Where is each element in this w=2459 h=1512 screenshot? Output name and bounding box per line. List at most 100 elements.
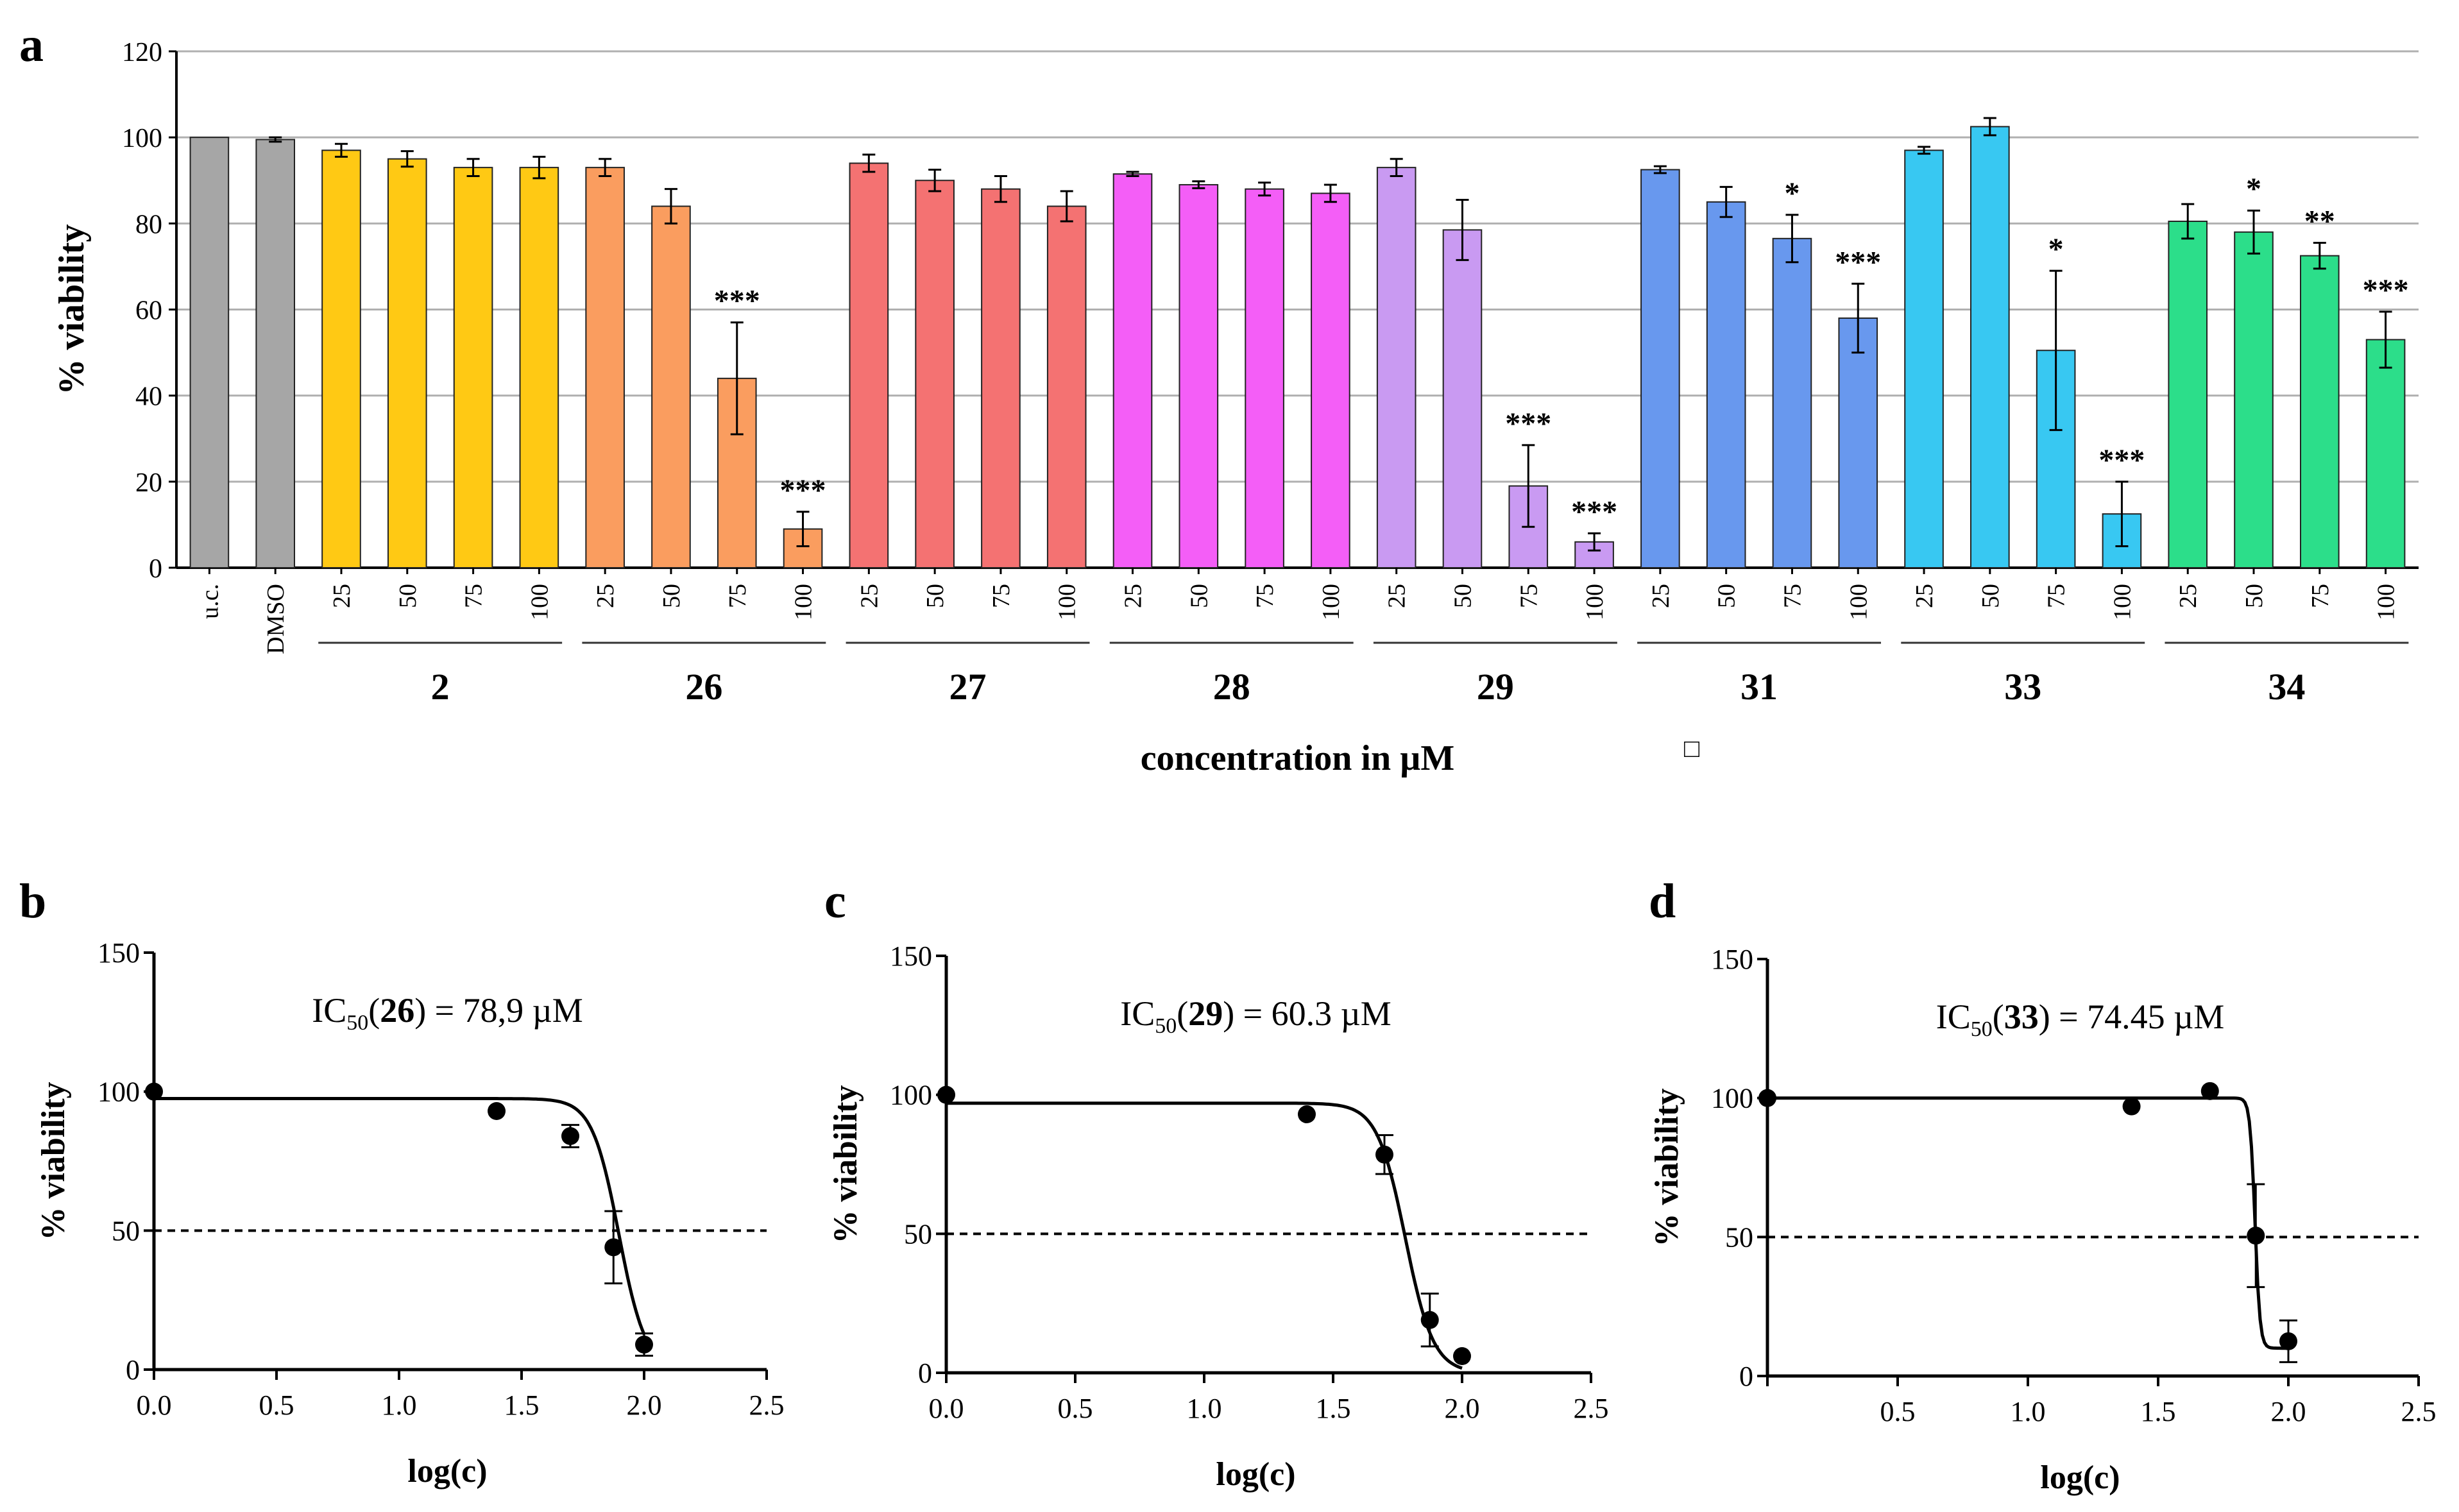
y-tick-label: 80 — [135, 210, 162, 239]
bar — [387, 158, 427, 569]
significance-marker: * — [2246, 172, 2261, 206]
x-tick-label: 0.5 — [259, 1389, 294, 1421]
y-tick-label: 150 — [890, 940, 932, 972]
x-tick-label: 1.0 — [2011, 1396, 2046, 1427]
ic50-annotation-post: ) = 60.3 µM — [1223, 994, 1391, 1033]
x-tick-label: 1.0 — [382, 1389, 417, 1421]
y-tick-label: 20 — [135, 468, 162, 498]
x-tick-label: u.c. — [196, 584, 223, 619]
x-tick-label: 1.5 — [2141, 1396, 2176, 1427]
y-tick-label: 60 — [135, 296, 162, 326]
x-tick-label: 25 — [592, 584, 619, 608]
x-tick-label: 1.0 — [1187, 1393, 1222, 1424]
x-axis-label: log(c) — [407, 1453, 487, 1490]
x-axis-label: log(c) — [1216, 1456, 1295, 1493]
dose-response-chart-c: 0 50 100 150 0.0 0.5 1.0 1.5 2.0 2.5 % viability lo… — [828, 940, 1609, 1493]
x-tick-label: 50 — [1449, 584, 1476, 608]
data-point — [2279, 1332, 2297, 1350]
x-tick-label: 75 — [2043, 584, 2070, 608]
data-point — [1420, 1311, 1439, 1329]
data-point — [2247, 1227, 2265, 1245]
bar — [2365, 339, 2406, 568]
group-label: 2 — [431, 666, 450, 708]
dose-response-chart-b: 0 50 100 150 0.0 0.5 1.0 1.5 2.0 2.5 % viability lo… — [35, 937, 785, 1490]
x-tick-label: 2.5 — [2401, 1396, 2437, 1427]
y-tick-label: 120 — [122, 38, 162, 67]
data-point — [1375, 1145, 1393, 1164]
bar — [1772, 237, 1812, 568]
y-tick-label: 0 — [149, 554, 162, 584]
ic50-annotation: IC50(29) = 60.3 µM — [1120, 994, 1391, 1038]
data-point — [2122, 1097, 2141, 1116]
data-point — [561, 1127, 580, 1145]
ic50-annotation: IC50(26) = 78,9 µM — [312, 991, 583, 1035]
fit-curve — [1767, 1096, 2288, 1350]
data-point — [2200, 1082, 2219, 1100]
group-label: 31 — [1740, 666, 1778, 708]
ic50-annotation: IC50(33) = 74.45 µM — [1936, 998, 2225, 1041]
x-tick-label: 1.5 — [504, 1389, 540, 1421]
x-tick-label: 50 — [1977, 584, 2004, 608]
bar — [1376, 167, 1417, 568]
panel-label-b: b — [19, 874, 46, 928]
x-tick-label: 0.0 — [929, 1393, 964, 1424]
data-point — [937, 1085, 955, 1104]
panel-label-c: c — [824, 874, 846, 928]
significance-marker: *** — [780, 473, 826, 507]
y-tick-label: 50 — [904, 1218, 932, 1250]
data-point — [1297, 1105, 1316, 1123]
x-tick-label: 2.0 — [627, 1389, 662, 1421]
y-axis-label: % viability — [52, 224, 92, 395]
x-tick-label: 100 — [1581, 584, 1608, 620]
bar — [1046, 205, 1087, 568]
bar — [519, 167, 559, 568]
x-tick-label: 50 — [1714, 584, 1740, 608]
group-label: 33 — [2004, 666, 2041, 708]
ic50-annotation-post: ) = 74.45 µM — [2039, 998, 2225, 1036]
x-tick-label: 50 — [658, 584, 685, 608]
x-tick-label: 25 — [1911, 584, 1938, 608]
bar — [1112, 173, 1153, 568]
significance-marker: *** — [2363, 273, 2409, 307]
data-point — [1758, 1089, 1776, 1107]
bar-chart: 0 20 40 60 80 100 120 % viability concentration … — [52, 38, 2419, 778]
ic50-annotation-open: ( — [368, 991, 380, 1030]
y-tick-label: 150 — [1711, 944, 1753, 975]
x-tick-label: 100 — [1318, 584, 1345, 620]
x-tick-label: 100 — [790, 584, 817, 620]
group-label: 26 — [685, 666, 722, 708]
x-tick-label: DMSO — [262, 584, 289, 654]
fit-curve — [946, 1101, 1463, 1370]
bar — [1970, 126, 2010, 569]
data-point — [488, 1102, 506, 1120]
group-label: 27 — [949, 666, 987, 708]
x-tick-label: 75 — [1252, 584, 1279, 608]
bar — [2234, 231, 2274, 568]
bar — [981, 188, 1021, 568]
ic50-annotation-pre: IC — [1936, 998, 1971, 1036]
y-tick-label: 50 — [1725, 1221, 1753, 1253]
y-tick-label: 50 — [112, 1215, 140, 1246]
x-axis-label: log(c) — [2040, 1459, 2120, 1496]
bar — [1178, 183, 1219, 569]
x-tick-label: 75 — [988, 584, 1015, 608]
x-tick-label: 25 — [1647, 584, 1674, 608]
significance-marker: *** — [1571, 495, 1617, 529]
bar — [2168, 220, 2208, 568]
square-marker: □ — [1684, 734, 1699, 763]
x-tick-label: 100 — [2373, 584, 2400, 620]
fit-curve — [154, 1097, 646, 1335]
significance-marker: *** — [714, 284, 760, 318]
x-tick-label: 25 — [2175, 584, 2202, 608]
data-point — [604, 1238, 623, 1257]
bar — [255, 139, 296, 569]
x-tick-label: 75 — [2307, 584, 2334, 608]
x-tick-label: 25 — [328, 584, 355, 608]
x-tick-label: 0.0 — [137, 1389, 172, 1421]
x-tick-label: 75 — [1779, 584, 1806, 608]
x-tick-label: 2.5 — [1574, 1393, 1609, 1424]
y-axis-label: % viability — [35, 1082, 72, 1240]
bar — [2299, 255, 2340, 568]
significance-marker: *** — [2098, 443, 2145, 477]
